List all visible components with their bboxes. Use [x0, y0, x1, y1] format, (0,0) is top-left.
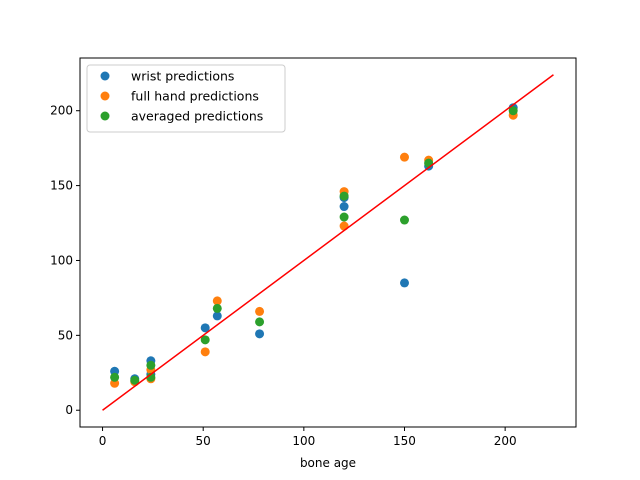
legend-box [86, 64, 286, 133]
point-series-0-7 [339, 202, 349, 212]
axes-frame [79, 57, 577, 428]
axis-ticks: 0 50 100 150 200 0 50 100 150 200 [50, 104, 517, 448]
point-series-2-2 [146, 360, 156, 370]
point-series-1-9 [399, 152, 409, 162]
point-series-0-6 [255, 329, 265, 339]
point-series-2-9 [399, 215, 409, 225]
point-series-0-9 [399, 278, 409, 288]
legend-marker-2 [100, 111, 110, 121]
x-tick-label-2: 100 [292, 434, 315, 448]
x-tick-label-0: 0 [99, 434, 107, 448]
point-series-2-11 [508, 106, 518, 116]
legend: wrist predictions full hand predictions av… [86, 64, 286, 133]
y-tick-label-0: 0 [65, 403, 73, 417]
point-series-2-5 [212, 303, 222, 313]
point-series-1-5 [212, 296, 222, 306]
x-tick-label-4: 200 [494, 434, 517, 448]
point-series-2-8 [339, 212, 349, 222]
y-tick-label-2: 100 [50, 253, 73, 267]
reference-line [102, 74, 554, 411]
y-tick-label-1: 50 [58, 328, 73, 342]
plot-area [102, 74, 554, 411]
point-series-2-1 [130, 375, 140, 385]
point-series-1-4 [200, 347, 210, 357]
point-series-1-6 [255, 306, 265, 316]
point-series-1-8 [339, 221, 349, 231]
x-tick-label-3: 150 [393, 434, 416, 448]
point-series-2-0 [110, 372, 120, 382]
x-tick-label-1: 50 [196, 434, 211, 448]
legend-marker-0 [100, 71, 110, 81]
legend-label-1: full hand predictions [131, 89, 259, 104]
y-tick-label-4: 200 [50, 104, 73, 118]
x-axis-label: bone age [300, 456, 356, 470]
legend-marker-1 [100, 91, 110, 101]
point-series-2-7 [339, 191, 349, 201]
y-tick-label-3: 150 [50, 179, 73, 193]
point-series-0-4 [200, 323, 210, 333]
point-series-2-4 [200, 335, 210, 345]
legend-label-2: averaged predictions [131, 109, 263, 124]
legend-label-0: wrist predictions [131, 69, 234, 84]
point-series-2-6 [255, 317, 265, 327]
point-series-2-10 [424, 158, 434, 168]
point-series-0-5 [212, 311, 222, 321]
